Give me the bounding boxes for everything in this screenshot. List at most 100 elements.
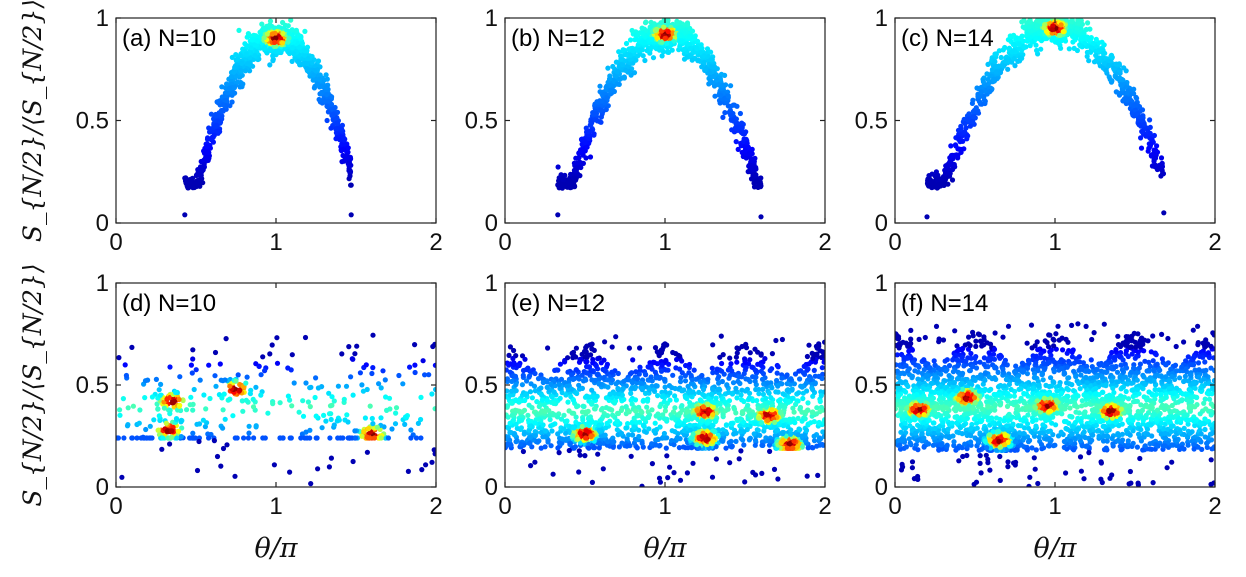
scatter-point	[640, 30, 646, 37]
scatter-point	[221, 94, 227, 100]
scatter-point	[420, 358, 426, 364]
scatter-point	[305, 55, 311, 62]
scatter-point	[555, 182, 561, 188]
scatter-point	[661, 24, 667, 30]
scatter-point	[1085, 20, 1091, 26]
scatter-point	[344, 412, 350, 418]
scatter-point	[243, 397, 249, 403]
scatter-point	[267, 351, 273, 357]
scatter-point	[240, 408, 246, 414]
scatter-point	[321, 412, 327, 418]
scatter-point	[598, 114, 605, 120]
scatter-point	[313, 375, 319, 381]
scatter-point	[559, 181, 565, 187]
scatter-point	[196, 180, 202, 186]
scatter-point	[725, 93, 731, 99]
scatter-point	[319, 83, 325, 89]
scatter-point	[240, 81, 246, 87]
scatter-point	[253, 423, 259, 429]
scatter-point	[1037, 18, 1043, 24]
scatter-point	[1141, 121, 1147, 128]
scatter-point	[347, 168, 353, 174]
scatter-point	[580, 160, 587, 166]
scatter-point	[182, 212, 188, 218]
scatter-point	[227, 86, 233, 92]
scatter-point	[190, 347, 196, 353]
scatter-point	[248, 45, 254, 51]
scatter-point	[1093, 36, 1099, 43]
scatter-point	[1160, 171, 1166, 177]
scatter-point	[335, 120, 341, 126]
scatter-point	[169, 434, 175, 440]
scatter-point	[597, 83, 603, 89]
scatter-point	[269, 342, 275, 348]
scatter-point	[267, 18, 274, 24]
scatter-point	[244, 374, 250, 380]
scatter-point	[1154, 143, 1160, 149]
scatter-point	[1060, 29, 1066, 35]
scatter-point	[303, 380, 309, 386]
scatter-point	[620, 47, 626, 53]
scatter-point	[699, 64, 705, 70]
scatter-point	[692, 35, 698, 41]
scatter-point	[327, 435, 333, 441]
scatter-point	[238, 68, 244, 74]
scatter-point	[1107, 76, 1113, 82]
scatter-point	[934, 177, 940, 183]
scatter-point	[955, 127, 962, 133]
scatter-point	[674, 20, 680, 26]
scatter-point	[714, 77, 720, 83]
scatter-point	[737, 110, 744, 117]
scatter-point	[357, 370, 363, 376]
scatter-point	[418, 435, 424, 441]
scatter-point	[650, 55, 657, 61]
scatter-point	[1006, 46, 1012, 52]
scatter-point	[1033, 42, 1039, 48]
scatter-point	[589, 120, 595, 126]
scatter-point	[943, 163, 949, 169]
scatter-point	[233, 52, 239, 58]
scatter-point	[254, 38, 260, 44]
scatter-point	[298, 435, 304, 441]
scatter-point	[208, 135, 214, 142]
scatter-point	[701, 53, 707, 59]
scatter-point	[203, 155, 209, 161]
scatter-point	[973, 109, 980, 115]
x-tick-label: 2	[429, 229, 442, 256]
scatter-point	[149, 394, 155, 400]
scatter-point	[1139, 107, 1146, 113]
scatter-point	[748, 150, 754, 156]
scatter-point	[715, 81, 721, 87]
scatter-point	[402, 421, 408, 427]
scatter-point	[244, 43, 250, 49]
scatter-point	[234, 79, 240, 85]
scatter-point	[348, 162, 354, 168]
scatter-point	[328, 101, 335, 107]
scatter-point	[153, 376, 159, 382]
y-tick-label: 0.5	[465, 108, 498, 135]
scatter-point	[621, 75, 628, 81]
scatter-point	[371, 435, 377, 441]
scatter-point	[947, 170, 953, 176]
scatter-point	[1017, 35, 1024, 41]
scatter-point	[651, 21, 657, 27]
scatter-point	[300, 413, 307, 419]
scatter-point	[280, 30, 286, 36]
scatter-point	[307, 435, 313, 441]
scatter-point	[214, 128, 221, 135]
scatter-point	[654, 26, 660, 32]
scatter-point	[1108, 53, 1114, 59]
scatter-point	[604, 96, 610, 102]
y-tick-label: 1	[875, 5, 888, 32]
scatter-point	[627, 52, 634, 58]
scatter-point	[430, 343, 436, 350]
scatter-point	[350, 356, 356, 362]
scatter-point	[328, 416, 334, 423]
scatter-point	[121, 435, 127, 441]
scatter-point	[267, 62, 273, 68]
scatter-point	[627, 37, 634, 43]
scatter-point	[1106, 63, 1112, 69]
scatter-point	[408, 427, 414, 433]
scatter-point	[418, 416, 424, 423]
scatter-point	[649, 44, 655, 50]
